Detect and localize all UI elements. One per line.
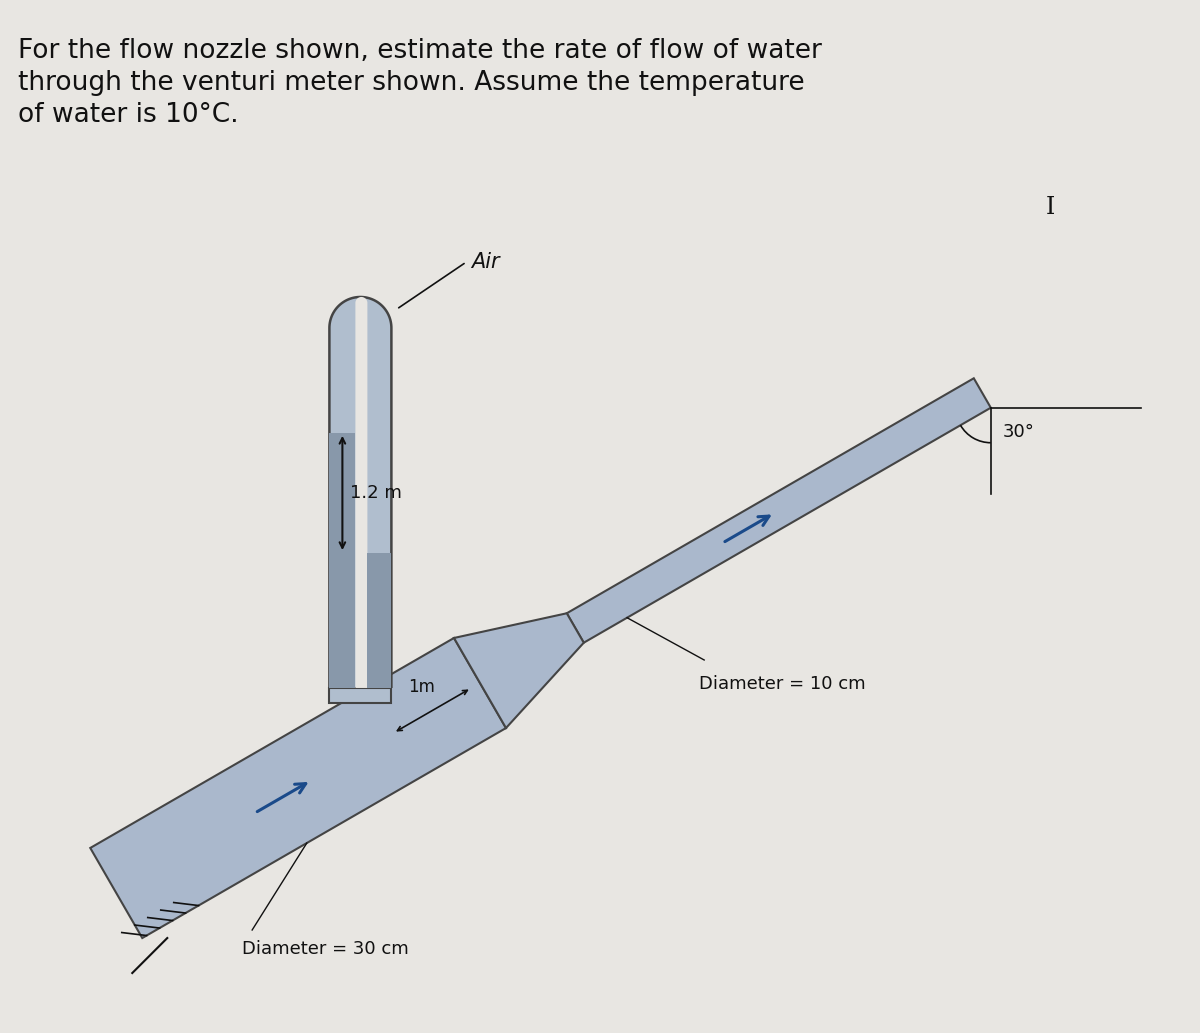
Polygon shape	[90, 638, 506, 938]
Text: Air: Air	[472, 252, 500, 272]
Polygon shape	[367, 553, 391, 688]
Polygon shape	[454, 614, 583, 728]
Polygon shape	[329, 296, 391, 688]
Text: For the flow nozzle shown, estimate the rate of flow of water
through the ventur: For the flow nozzle shown, estimate the …	[18, 38, 822, 128]
Text: Diameter = 10 cm: Diameter = 10 cm	[700, 675, 866, 693]
Polygon shape	[329, 433, 355, 688]
Polygon shape	[329, 688, 391, 703]
Polygon shape	[566, 378, 991, 643]
Text: 1.2 m: 1.2 m	[350, 484, 402, 502]
Text: I: I	[1046, 196, 1056, 219]
Polygon shape	[355, 296, 367, 688]
Text: Diameter = 30 cm: Diameter = 30 cm	[242, 940, 409, 958]
Text: 30°: 30°	[1003, 422, 1034, 441]
Text: 1m: 1m	[408, 678, 436, 696]
